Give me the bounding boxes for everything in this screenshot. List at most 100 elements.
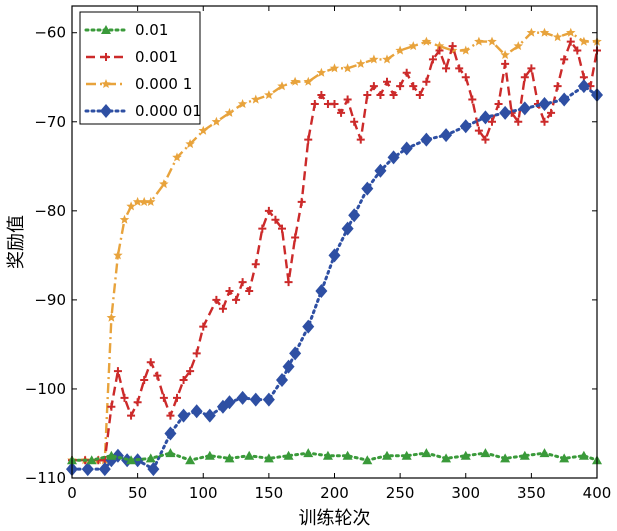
data-point — [179, 376, 188, 385]
data-point — [126, 455, 137, 465]
data-point — [560, 55, 569, 64]
data-point — [132, 196, 143, 206]
data-point — [552, 32, 563, 42]
data-point — [203, 408, 216, 423]
data-point — [402, 68, 411, 77]
data-point — [369, 54, 379, 64]
data-point — [363, 91, 372, 100]
data-point — [225, 286, 234, 295]
data-point — [553, 82, 562, 91]
data-point — [387, 150, 400, 165]
data-point — [106, 312, 117, 322]
data-point — [204, 450, 215, 460]
data-point — [172, 152, 182, 162]
x-tick-label: 200 — [320, 484, 349, 502]
data-point — [264, 206, 273, 215]
data-point — [422, 77, 431, 86]
data-point — [461, 73, 470, 82]
y-tick-label: −100 — [25, 380, 66, 398]
data-point — [164, 426, 177, 441]
data-point — [518, 101, 531, 116]
data-point — [374, 163, 387, 178]
data-point — [369, 82, 378, 91]
data-point — [474, 126, 483, 135]
y-tick-label: −80 — [34, 202, 66, 220]
data-point — [263, 453, 274, 463]
legend-marker — [100, 104, 112, 118]
data-point — [224, 107, 235, 117]
plot-area — [66, 27, 603, 477]
data-point — [262, 392, 275, 407]
data-point — [468, 95, 477, 104]
data-point — [500, 453, 511, 463]
data-point — [356, 58, 366, 68]
data-point — [421, 36, 432, 46]
data-point — [361, 181, 374, 196]
data-point — [362, 455, 373, 465]
legend-label: 0.000 1 — [135, 75, 192, 93]
data-point — [428, 55, 437, 64]
data-point — [264, 90, 274, 100]
data-point — [282, 359, 295, 374]
data-point — [328, 248, 341, 263]
legend-marker — [101, 25, 111, 34]
data-point — [342, 450, 353, 460]
data-point — [127, 411, 136, 420]
data-point — [283, 450, 294, 460]
legend-marker — [102, 53, 110, 61]
data-point — [573, 46, 582, 55]
data-point — [146, 358, 155, 367]
data-point — [303, 76, 313, 86]
data-point — [277, 81, 287, 91]
data-point — [317, 91, 326, 100]
data-point — [409, 82, 418, 91]
data-point — [139, 196, 149, 206]
data-point — [382, 450, 392, 460]
data-point — [190, 404, 203, 419]
data-point — [107, 402, 116, 411]
data-point — [238, 278, 247, 287]
data-point — [408, 41, 418, 51]
data-point — [98, 462, 111, 477]
data-point — [290, 76, 300, 86]
data-point — [440, 128, 453, 143]
data-point — [519, 450, 530, 460]
data-point — [494, 99, 503, 108]
data-point — [81, 462, 94, 477]
plot-frame — [71, 5, 598, 479]
legend-item: 0.01 — [84, 21, 168, 39]
y-axis-label: 奖励值 — [6, 215, 27, 269]
data-point — [441, 453, 452, 463]
data-point — [284, 278, 293, 287]
data-point — [153, 371, 162, 380]
data-point — [244, 450, 255, 460]
legend-label: 0.01 — [135, 21, 168, 39]
data-point — [455, 64, 464, 73]
data-point — [501, 59, 510, 68]
data-point — [579, 36, 589, 46]
data-point — [106, 450, 117, 460]
data-point — [199, 322, 208, 331]
data-point — [119, 214, 130, 224]
data-point — [435, 46, 444, 55]
legend-label: 0.000 01 — [135, 102, 202, 120]
data-point — [211, 116, 222, 126]
x-tick-label: 100 — [189, 484, 218, 502]
data-point — [348, 208, 361, 223]
data-point — [479, 110, 492, 125]
data-point — [539, 27, 550, 37]
x-tick-label: 350 — [517, 484, 546, 502]
data-point — [342, 63, 353, 73]
series-line — [72, 31, 597, 462]
data-point — [343, 95, 352, 104]
data-point — [120, 393, 129, 402]
data-point — [278, 224, 286, 233]
data-point — [224, 453, 235, 463]
data-point — [578, 450, 589, 460]
data-point — [480, 448, 491, 458]
data-point — [442, 64, 451, 73]
data-point — [223, 395, 236, 410]
data-point — [514, 117, 523, 126]
data-point — [316, 67, 327, 77]
